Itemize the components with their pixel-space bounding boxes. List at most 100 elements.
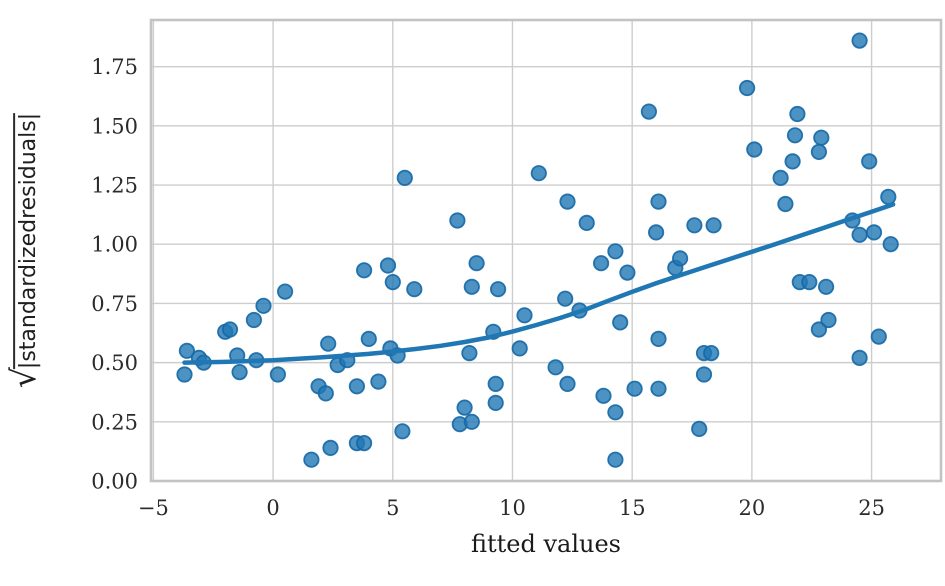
scatter-point (384, 273, 401, 291)
scatter-point (851, 32, 868, 49)
scatter-point (861, 153, 878, 170)
scatter-point (516, 307, 533, 324)
scatter-point (379, 257, 397, 274)
y-tick-label: 0.50 (91, 351, 138, 375)
x-axis-label: fitted values (470, 530, 621, 558)
scatter-point (647, 224, 665, 241)
scatter-point (456, 399, 473, 416)
scatter-point (178, 342, 195, 359)
scatter-point (487, 394, 504, 411)
scatter-point (303, 451, 320, 468)
scatter-point (784, 153, 801, 170)
scatter-point (255, 297, 272, 314)
scatter-point (348, 378, 365, 395)
scatter-point (607, 243, 624, 260)
scatter-point (650, 193, 667, 210)
scatter-point (394, 423, 411, 440)
scatter-point (547, 359, 564, 376)
scatter-point (691, 420, 708, 437)
scatter-point (619, 264, 636, 281)
scatter-point (468, 255, 485, 272)
y-tick-label: 0.25 (91, 410, 138, 434)
x-tick-label: −5 (138, 496, 169, 520)
scatter-point (511, 340, 528, 357)
scatter-point (626, 380, 643, 397)
scatter-point (817, 278, 835, 295)
y-tick-label: 1.25 (91, 174, 138, 198)
scatter-point (461, 344, 478, 362)
scatter-point (489, 281, 507, 298)
scatter-point (355, 434, 373, 452)
scatter-point (320, 335, 337, 352)
scatter-point (406, 281, 423, 298)
scatter-point (592, 255, 610, 272)
scatter-point (176, 366, 193, 383)
radical-sign: √ (4, 367, 44, 389)
scatter-point (671, 250, 689, 267)
y-tick-label: 0.00 (91, 470, 138, 494)
x-tick-label: 20 (739, 496, 766, 520)
scatter-point (738, 79, 756, 97)
scatter-point (705, 217, 722, 234)
scatter-point (801, 273, 818, 291)
y-tick-label: 1.00 (91, 233, 138, 257)
scatter-point (607, 451, 624, 468)
scatter-point (396, 169, 413, 186)
scatter-point (317, 385, 334, 402)
scatter-point (640, 103, 658, 120)
scatter-point (772, 169, 789, 186)
y-axis-label: √ |standardizedresiduals| (0, 20, 56, 481)
scatter-point (595, 387, 612, 404)
scatter-point (820, 311, 837, 329)
scatter-point (851, 349, 868, 366)
x-tick-label: 5 (386, 496, 399, 520)
y-axis-label-text: √ |standardizedresiduals| (4, 112, 44, 389)
scatter-point (865, 224, 883, 241)
y-tick-label: 0.75 (91, 292, 138, 316)
scatter-point (276, 283, 294, 300)
scatter-point (355, 262, 373, 279)
scatter-point (449, 212, 466, 229)
scatter-point (882, 236, 899, 253)
scatter-point (245, 311, 262, 329)
scatter-point (269, 366, 286, 383)
scatter-point (851, 226, 868, 243)
scatter-point (810, 143, 828, 160)
scatter-point (607, 404, 624, 421)
scatter-point (463, 278, 480, 295)
scatter-point (530, 165, 547, 182)
axes-spines (149, 18, 943, 483)
scatter-point (463, 413, 480, 430)
scatter-point (360, 330, 377, 347)
y-tick-label: 1.50 (91, 114, 138, 138)
scatter-point (789, 105, 806, 123)
y-tick-label: 1.75 (91, 55, 138, 79)
scatter-point (786, 127, 804, 144)
scatter-point (695, 366, 713, 383)
scatter-point (703, 344, 720, 362)
scatter-point (810, 321, 828, 338)
scatter-point (231, 363, 248, 381)
scatter-point (777, 195, 794, 213)
trend-line (182, 202, 896, 365)
scatter-point (813, 129, 830, 146)
scatter-point (650, 330, 667, 347)
x-tick-label: 0 (266, 496, 279, 520)
x-tick-label: 25 (858, 496, 885, 520)
x-tick-label: 10 (499, 496, 526, 520)
scatter-point (370, 373, 387, 390)
scatter-point (487, 375, 504, 392)
scatter-point (880, 188, 897, 205)
radicand-text: |standardizedresiduals| (13, 112, 43, 370)
scatter-point (612, 314, 629, 331)
scatter-point (221, 321, 239, 338)
x-tick-label: 15 (619, 496, 646, 520)
scatter-point (650, 380, 667, 397)
scatter-point (870, 328, 887, 345)
scatter-point (686, 217, 703, 234)
scatter-point (322, 439, 339, 456)
scatter-point (559, 193, 576, 210)
scatter-point (578, 214, 595, 231)
